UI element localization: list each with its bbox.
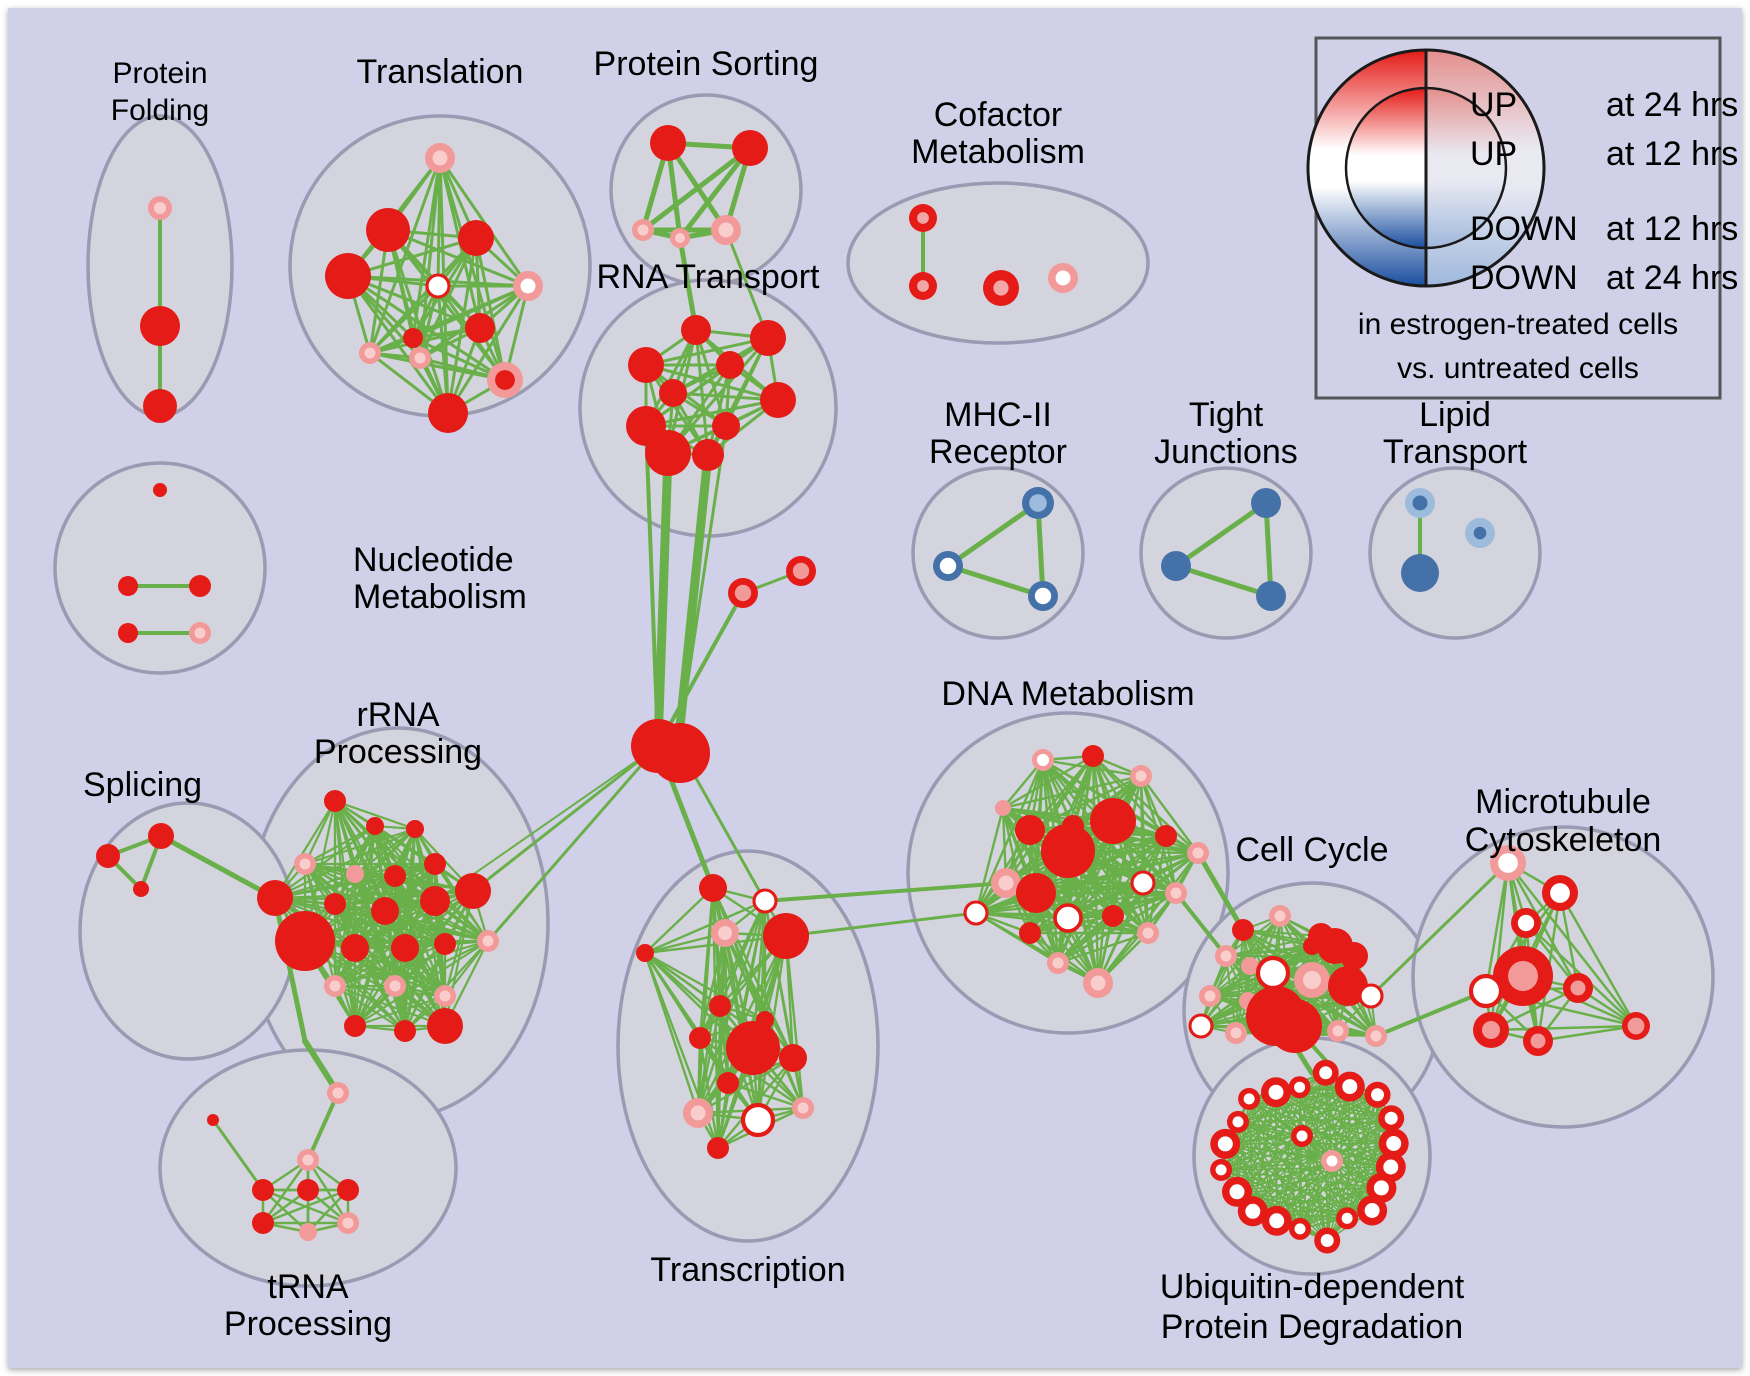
svg-text:RNA Transport: RNA Transport xyxy=(597,258,821,296)
svg-text:Microtubule: Microtubule xyxy=(1475,783,1651,821)
svg-text:Cofactor: Cofactor xyxy=(934,96,1063,134)
svg-text:Ubiquitin-dependent: Ubiquitin-dependent xyxy=(1160,1268,1465,1306)
svg-text:in estrogen-treated cells: in estrogen-treated cells xyxy=(1358,308,1678,341)
svg-text:Cell Cycle: Cell Cycle xyxy=(1235,831,1388,869)
svg-text:Receptor: Receptor xyxy=(929,433,1067,471)
svg-text:DOWN: DOWN xyxy=(1470,210,1578,248)
svg-text:Transport: Transport xyxy=(1383,433,1528,471)
svg-text:Tight: Tight xyxy=(1189,396,1264,434)
svg-text:at 12 hrs: at 12 hrs xyxy=(1606,210,1738,248)
svg-text:Metabolism: Metabolism xyxy=(353,578,527,616)
svg-text:Transcription: Transcription xyxy=(650,1251,845,1289)
svg-text:Protein Degradation: Protein Degradation xyxy=(1161,1308,1463,1346)
svg-text:DOWN: DOWN xyxy=(1470,259,1578,297)
svg-text:at 24 hrs: at 24 hrs xyxy=(1606,86,1738,124)
svg-text:DNA Metabolism: DNA Metabolism xyxy=(941,675,1194,713)
svg-text:at 24 hrs: at 24 hrs xyxy=(1606,259,1738,297)
svg-text:Protein Sorting: Protein Sorting xyxy=(594,45,819,83)
svg-text:Folding: Folding xyxy=(111,94,209,127)
svg-text:rRNA: rRNA xyxy=(356,696,439,734)
svg-text:Metabolism: Metabolism xyxy=(911,133,1085,171)
svg-text:Translation: Translation xyxy=(357,53,524,91)
svg-text:tRNA: tRNA xyxy=(267,1268,349,1306)
svg-text:Junctions: Junctions xyxy=(1154,433,1298,471)
svg-text:Protein: Protein xyxy=(112,57,207,90)
svg-text:Lipid: Lipid xyxy=(1419,396,1491,434)
svg-text:UP: UP xyxy=(1470,135,1517,173)
svg-text:Cytoskeleton: Cytoskeleton xyxy=(1465,821,1662,859)
svg-text:at 12 hrs: at 12 hrs xyxy=(1606,135,1738,173)
svg-text:UP: UP xyxy=(1470,86,1517,124)
svg-text:Processing: Processing xyxy=(314,733,482,771)
svg-text:MHC-II: MHC-II xyxy=(944,396,1052,434)
svg-text:Processing: Processing xyxy=(224,1305,392,1343)
svg-text:vs. untreated cells: vs. untreated cells xyxy=(1397,352,1639,385)
svg-text:Nucleotide: Nucleotide xyxy=(353,541,514,579)
svg-text:Splicing: Splicing xyxy=(83,766,202,804)
